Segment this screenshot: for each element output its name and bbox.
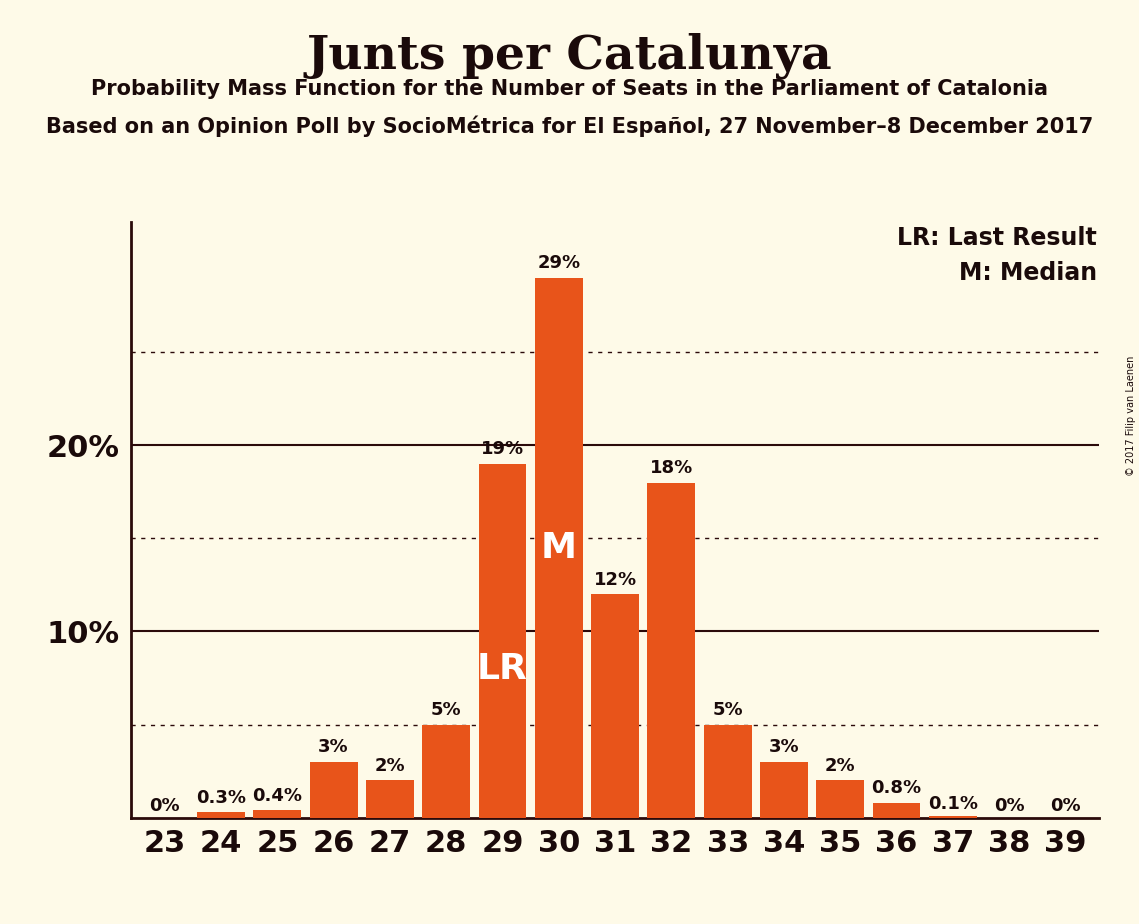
- Text: LR: LR: [477, 652, 527, 687]
- Bar: [423, 724, 470, 818]
- Bar: [817, 781, 865, 818]
- Bar: [310, 762, 358, 818]
- Text: M: M: [541, 530, 576, 565]
- Text: 0.1%: 0.1%: [928, 795, 977, 813]
- Text: Based on an Opinion Poll by SocioMétrica for El Español, 27 November–8 December : Based on an Opinion Poll by SocioMétrica…: [46, 116, 1093, 137]
- Text: Junts per Catalunya: Junts per Catalunya: [306, 32, 833, 79]
- Text: 0.3%: 0.3%: [196, 788, 246, 807]
- Text: Probability Mass Function for the Number of Seats in the Parliament of Catalonia: Probability Mass Function for the Number…: [91, 79, 1048, 99]
- Bar: [197, 812, 245, 818]
- Text: 19%: 19%: [481, 441, 524, 458]
- Bar: [704, 724, 752, 818]
- Bar: [253, 810, 301, 818]
- Bar: [929, 816, 977, 818]
- Text: 0.8%: 0.8%: [871, 779, 921, 797]
- Text: 3%: 3%: [318, 738, 349, 756]
- Bar: [535, 277, 583, 818]
- Text: 0.4%: 0.4%: [253, 786, 302, 805]
- Text: 29%: 29%: [538, 254, 581, 272]
- Bar: [478, 464, 526, 818]
- Text: 0%: 0%: [993, 796, 1024, 815]
- Text: 5%: 5%: [431, 701, 461, 719]
- Bar: [872, 803, 920, 818]
- Bar: [366, 781, 413, 818]
- Bar: [760, 762, 808, 818]
- Text: 18%: 18%: [649, 459, 693, 477]
- Text: M: Median: M: Median: [959, 261, 1097, 285]
- Text: 5%: 5%: [712, 701, 743, 719]
- Text: 0%: 0%: [149, 796, 180, 815]
- Text: © 2017 Filip van Laenen: © 2017 Filip van Laenen: [1126, 356, 1136, 476]
- Text: 2%: 2%: [825, 757, 855, 775]
- Bar: [591, 594, 639, 818]
- Text: 12%: 12%: [593, 571, 637, 589]
- Text: 3%: 3%: [769, 738, 800, 756]
- Bar: [647, 482, 695, 818]
- Text: 2%: 2%: [375, 757, 405, 775]
- Text: 0%: 0%: [1050, 796, 1081, 815]
- Text: LR: Last Result: LR: Last Result: [898, 226, 1097, 250]
